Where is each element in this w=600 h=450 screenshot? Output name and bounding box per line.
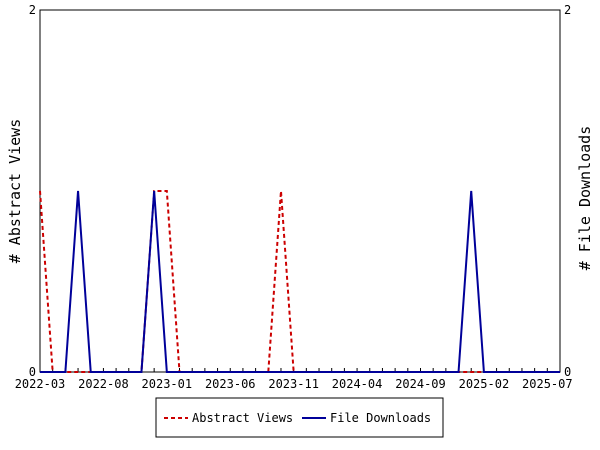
x-tick-label: 2022-03 xyxy=(15,377,66,391)
x-tick-label: 2023-11 xyxy=(268,377,319,391)
x-tick-label: 2023-01 xyxy=(142,377,193,391)
series-layer xyxy=(39,190,560,373)
series-line-file-downloads xyxy=(40,190,560,373)
y-right-tick-zero: 0 xyxy=(564,365,571,379)
x-tick-label: 2024-09 xyxy=(395,377,446,391)
legend: Abstract Views File Downloads xyxy=(155,397,444,438)
legend-box xyxy=(155,397,444,438)
x-tick-label: 2025-02 xyxy=(459,377,510,391)
legend-file-downloads-label: File Downloads xyxy=(330,411,431,425)
y-left-tick-top: 2 xyxy=(29,3,36,17)
y-left-tick-zero: 0 xyxy=(29,365,36,379)
x-tick-label: 2022-08 xyxy=(78,377,129,391)
x-axis-tick-labels: 2022-03 2022-08 2023-01 2023-06 2023-11 2024-… xyxy=(15,377,573,391)
y-left-axis-title: # Abstract Views xyxy=(6,119,24,264)
legend-abstract-views-label: Abstract Views xyxy=(192,411,293,425)
x-tick-label: 2023-06 xyxy=(205,377,256,391)
y-right-tick-top: 2 xyxy=(564,3,571,17)
x-tick-label: 2025-07 xyxy=(522,377,573,391)
x-tick-label: 2024-04 xyxy=(332,377,383,391)
plot-area xyxy=(39,9,561,373)
y-right-axis-title: # File Downloads xyxy=(576,126,594,271)
